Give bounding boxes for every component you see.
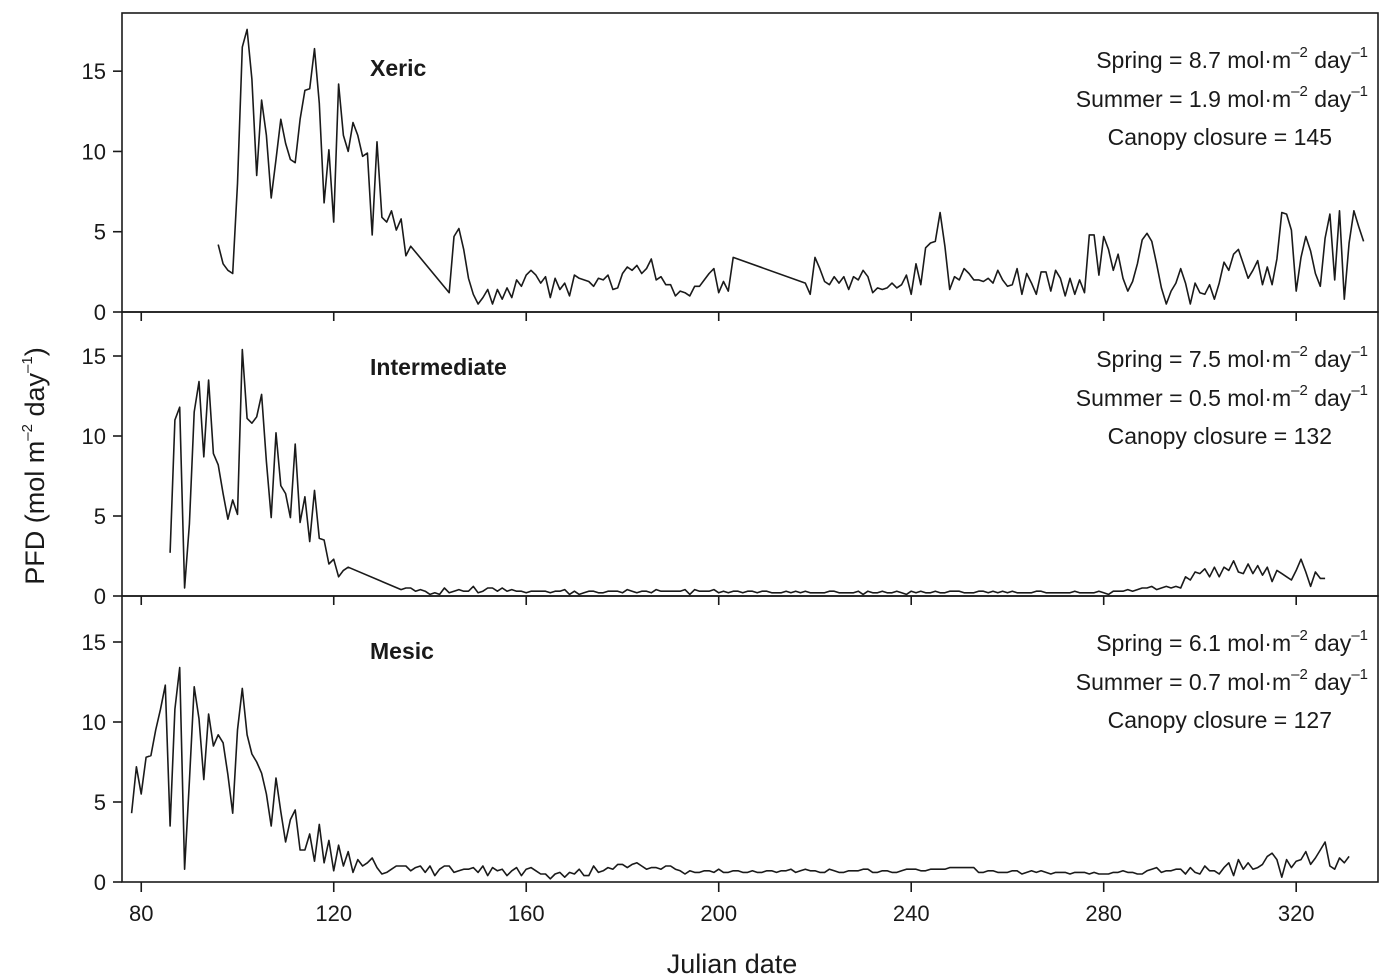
y-tick-label: 15 xyxy=(82,630,106,655)
panel-title: Mesic xyxy=(370,638,434,664)
y-tick-label: 15 xyxy=(82,59,106,84)
y-tick-label: 15 xyxy=(82,344,106,369)
annotation-summer: Summer = 1.9 mol·m–2 day–1 xyxy=(1076,83,1368,112)
x-tick-label: 120 xyxy=(315,901,352,926)
panels-layer: 0 5 10 15 Xeric Spring = 8.7 mol·m–2 day–1 Sum… xyxy=(82,12,1379,895)
x-tick-label: 80 xyxy=(129,901,153,926)
y-tick-label: 5 xyxy=(94,504,106,529)
annotation-summer: Summer = 0.7 mol·m–2 day–1 xyxy=(1076,666,1368,695)
y-tick-label: 0 xyxy=(94,300,106,325)
y-tick-label: 5 xyxy=(94,220,106,245)
y-axis-title: PFD (mol m–2 day–1) xyxy=(19,347,50,584)
x-tick-label: 160 xyxy=(508,901,545,926)
panel-title: Xeric xyxy=(370,55,426,81)
x-axis: 80 120 160 200 240 280 320 xyxy=(129,882,1315,926)
y-tick-label: 10 xyxy=(82,424,106,449)
x-tick-label: 280 xyxy=(1085,901,1122,926)
panel-frame xyxy=(121,595,1379,883)
x-axis-title: Julian date xyxy=(667,949,798,979)
annotation-spring: Spring = 8.7 mol·m–2 day–1 xyxy=(1096,44,1368,73)
panel-xeric: 0 5 10 15 Xeric Spring = 8.7 mol·m–2 day–1 Sum… xyxy=(82,12,1379,325)
annotation-canopy: Canopy closure = 127 xyxy=(1108,707,1332,733)
annotation-spring: Spring = 6.1 mol·m–2 day–1 xyxy=(1096,627,1368,656)
series-line-intermediate xyxy=(169,348,1326,596)
series-line-xeric xyxy=(217,28,1365,305)
y-tick-label: 0 xyxy=(94,584,106,609)
annotation-canopy: Canopy closure = 145 xyxy=(1108,124,1332,150)
y-tick-label: 0 xyxy=(94,870,106,895)
x-tick-label: 200 xyxy=(700,901,737,926)
annotation-canopy: Canopy closure = 132 xyxy=(1108,423,1332,449)
panel-title: Intermediate xyxy=(370,354,507,380)
y-tick-label: 5 xyxy=(94,790,106,815)
y-tick-label: 10 xyxy=(82,710,106,735)
y-tick-label: 10 xyxy=(82,139,106,164)
series-line-mesic xyxy=(130,666,1350,880)
panel-intermediate: 0 5 10 15 Intermediate Spring = 7.5 mol·m–2 d… xyxy=(82,311,1379,609)
annotation-spring: Spring = 7.5 mol·m–2 day–1 xyxy=(1096,343,1368,372)
annotation-summer: Summer = 0.5 mol·m–2 day–1 xyxy=(1076,382,1368,411)
panel-mesic: 0 5 10 15 Mesic Spring = 6.1 mol·m–2 day–1 Sum… xyxy=(82,595,1379,895)
x-tick-label: 240 xyxy=(893,901,930,926)
x-tick-label: 320 xyxy=(1278,901,1315,926)
